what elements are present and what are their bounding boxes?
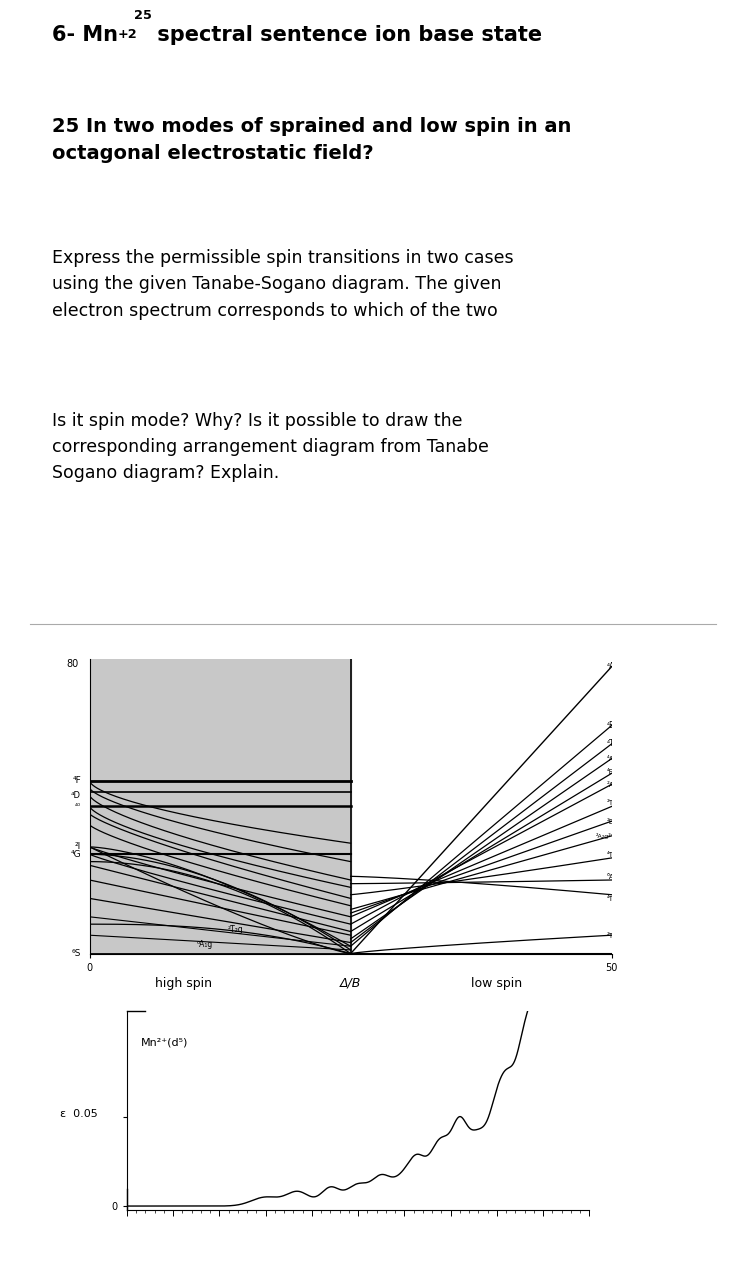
- Text: ⁴A₁g: ⁴A₁g: [606, 755, 621, 762]
- Text: ⁴T₁g: ⁴T₁g: [606, 895, 621, 902]
- Text: ²I: ²I: [75, 842, 81, 851]
- Text: ²A₁g: ²A₁g: [606, 781, 621, 787]
- Text: high spin: high spin: [155, 977, 212, 989]
- Text: ⁴T₂g: ⁴T₂g: [606, 851, 621, 858]
- Text: ⁴⁰: ⁴⁰: [75, 801, 81, 812]
- Text: ε  0.05: ε 0.05: [60, 1110, 98, 1120]
- Text: +2: +2: [118, 28, 137, 41]
- Text: ⁴Eg: ⁴Eg: [606, 721, 619, 730]
- Text: Express the permissible spin transitions in two cases
using the given Tanabe-Sog: Express the permissible spin transitions…: [52, 248, 514, 320]
- Bar: [90, 659, 351, 954]
- Text: ⁴F: ⁴F: [72, 776, 81, 785]
- Text: ²T₂g: ²T₂g: [228, 925, 244, 934]
- Text: ⁶S: ⁶S: [72, 948, 81, 959]
- Text: ²T₂g: ²T₂g: [606, 799, 621, 806]
- Text: low spin: low spin: [471, 977, 522, 989]
- Text: ²T₂g: ²T₂g: [606, 932, 621, 938]
- Text: ⁴D: ⁴D: [71, 791, 81, 800]
- Text: 80: 80: [67, 659, 79, 669]
- Text: spectral sentence ion base state: spectral sentence ion base state: [150, 24, 542, 45]
- Text: ⁴A₂g: ⁴A₂g: [606, 662, 623, 671]
- Text: ²Eg: ²Eg: [606, 818, 618, 824]
- Text: 25: 25: [134, 9, 151, 22]
- Text: ⁴Eg: ⁴Eg: [606, 768, 618, 774]
- Text: 6- Mn: 6- Mn: [52, 24, 118, 45]
- Text: ⁶A₁g: ⁶A₁g: [606, 873, 621, 879]
- Text: ⁴G: ⁴G: [71, 850, 81, 859]
- Text: Mn²⁺(d⁵): Mn²⁺(d⁵): [141, 1038, 188, 1048]
- Text: Δ/B: Δ/B: [340, 977, 361, 989]
- Text: 25 In two modes of sprained and low spin in an
octagonal electrostatic field?: 25 In two modes of sprained and low spin…: [52, 116, 571, 163]
- Text: Is it spin mode? Why? Is it possible to draw the
corresponding arrangement diagr: Is it spin mode? Why? Is it possible to …: [52, 412, 489, 483]
- Text: ⁶A₁g: ⁶A₁g: [196, 940, 213, 948]
- Text: ⁴T₂g: ⁴T₂g: [606, 740, 622, 749]
- Text: ²A₂g²T₁g: ²A₂g²T₁g: [596, 833, 622, 838]
